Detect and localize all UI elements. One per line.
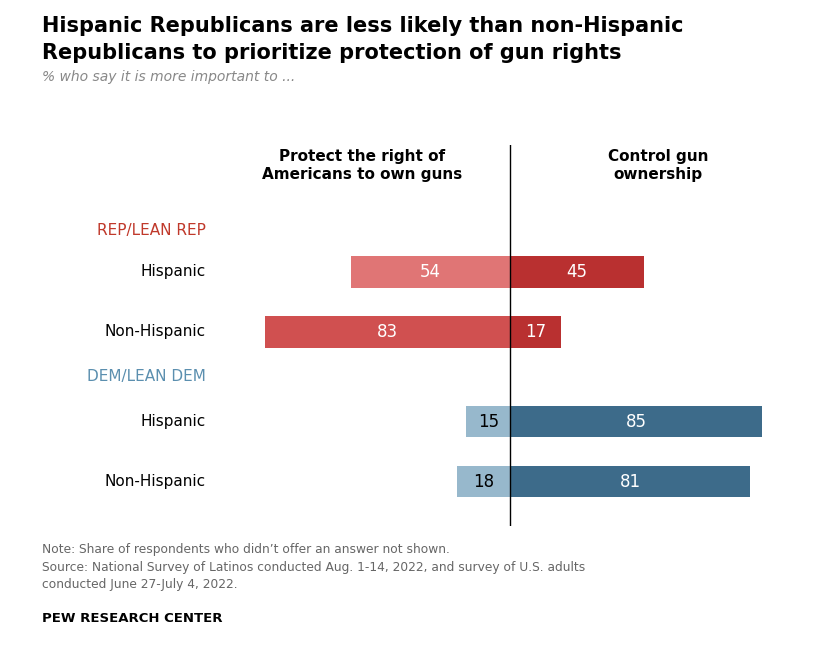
Text: Protect the right of
Americans to own guns: Protect the right of Americans to own gu… [262,149,463,182]
Text: Control gun
ownership: Control gun ownership [608,149,709,182]
Text: Hispanic Republicans are less likely than non-Hispanic: Hispanic Republicans are less likely tha… [42,16,684,36]
Text: 85: 85 [626,413,647,430]
Bar [350,256,511,288]
Text: % who say it is more important to ...: % who say it is more important to ... [42,70,295,84]
Text: 15: 15 [478,413,499,430]
Text: 54: 54 [420,263,441,281]
Text: REP/LEAN REP: REP/LEAN REP [97,223,206,238]
Text: Hispanic: Hispanic [140,414,206,429]
Text: DEM/LEAN DEM: DEM/LEAN DEM [87,369,206,384]
Text: Non-Hispanic: Non-Hispanic [104,324,206,340]
Text: Republicans to prioritize protection of gun rights: Republicans to prioritize protection of … [42,43,622,63]
Text: Non-Hispanic: Non-Hispanic [104,474,206,489]
Text: 45: 45 [566,263,587,281]
Text: Hispanic: Hispanic [140,265,206,280]
Text: 18: 18 [473,472,494,490]
Text: PEW RESEARCH CENTER: PEW RESEARCH CENTER [42,612,223,625]
Bar [457,466,511,497]
Bar [511,256,643,288]
Bar [466,406,511,438]
Bar [265,316,511,347]
Text: 81: 81 [620,472,641,490]
Text: 83: 83 [377,323,398,341]
Text: Source: National Survey of Latinos conducted Aug. 1-14, 2022, and survey of U.S.: Source: National Survey of Latinos condu… [42,561,585,574]
Text: 17: 17 [525,323,546,341]
Bar [511,406,762,438]
Bar [511,316,561,347]
Text: conducted June 27-July 4, 2022.: conducted June 27-July 4, 2022. [42,578,238,592]
Bar [511,466,750,497]
Text: Note: Share of respondents who didn’t offer an answer not shown.: Note: Share of respondents who didn’t of… [42,543,450,556]
